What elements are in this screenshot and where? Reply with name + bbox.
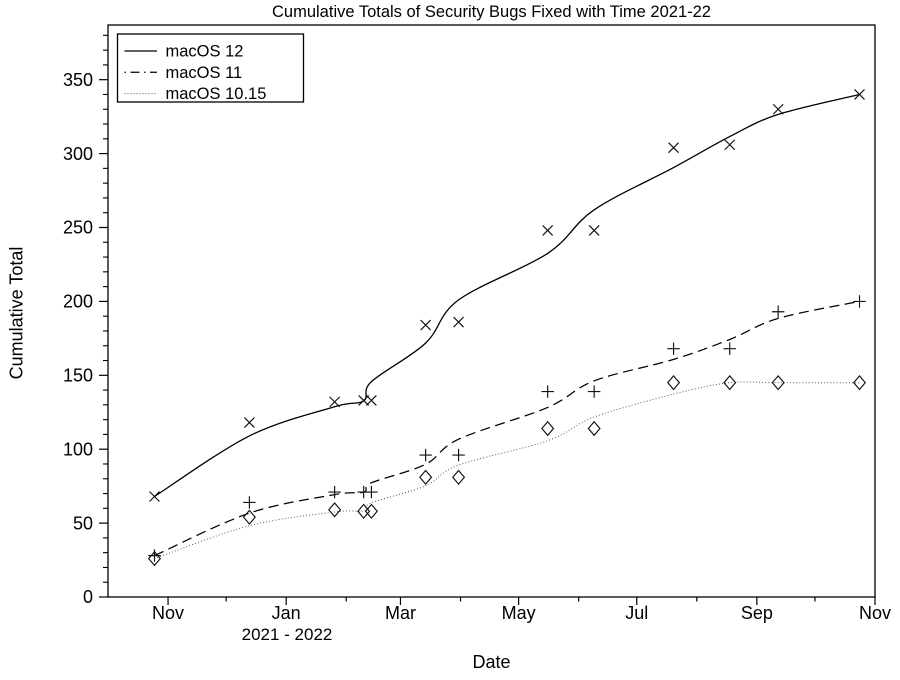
legend-label: macOS 11 bbox=[166, 64, 243, 82]
svg-text:300: 300 bbox=[63, 144, 93, 164]
y-axis: 0 50 100 150 200 250 300 350 bbox=[63, 34, 108, 607]
legend: macOS 12 macOS 11 macOS 10.15 bbox=[116, 33, 305, 103]
svg-text:50: 50 bbox=[73, 513, 93, 533]
svg-text:Jul: Jul bbox=[625, 603, 648, 623]
svg-text:Jan: Jan bbox=[272, 603, 301, 623]
x-axis-period-note: 2021 - 2022 bbox=[241, 625, 333, 644]
svg-text:200: 200 bbox=[63, 292, 93, 312]
legend-label: macOS 10.15 bbox=[166, 85, 267, 103]
chart-title: Cumulative Totals of Security Bugs Fixed… bbox=[272, 3, 711, 21]
y-axis-label: Cumulative Total bbox=[6, 246, 27, 380]
svg-text:May: May bbox=[502, 603, 536, 623]
svg-text:150: 150 bbox=[63, 365, 93, 385]
series-macos-10-15 bbox=[147, 374, 867, 567]
x-axis-label: Date bbox=[472, 652, 511, 672]
svg-text:350: 350 bbox=[63, 70, 93, 90]
svg-text:Sep: Sep bbox=[741, 603, 773, 623]
svg-text:Nov: Nov bbox=[859, 603, 891, 623]
svg-text:Mar: Mar bbox=[385, 603, 416, 623]
plot-frame bbox=[107, 24, 876, 598]
series-macos-11 bbox=[148, 295, 866, 562]
svg-text:100: 100 bbox=[63, 439, 93, 459]
x-axis: Nov Jan Mar May Jul Sep Nov bbox=[152, 597, 891, 623]
legend-label: macOS 12 bbox=[166, 43, 244, 61]
svg-text:0: 0 bbox=[83, 587, 93, 607]
svg-text:Nov: Nov bbox=[152, 603, 184, 623]
svg-text:250: 250 bbox=[63, 218, 93, 238]
series-macos-12 bbox=[149, 89, 865, 502]
